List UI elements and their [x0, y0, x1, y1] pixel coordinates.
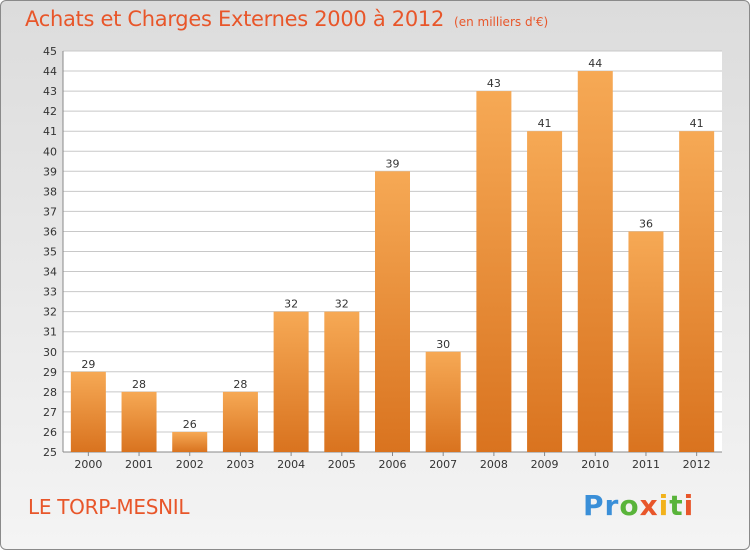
bar-2012	[679, 131, 715, 452]
y-tick-label: 45	[43, 45, 57, 58]
x-tick-label: 2001	[125, 458, 153, 471]
y-tick-label: 26	[43, 426, 57, 439]
y-tick-label: 41	[43, 125, 57, 138]
title-text: Achats et Charges Externes 2000 à 2012	[25, 7, 445, 31]
bar-2010	[577, 71, 613, 453]
data-label: 36	[639, 217, 653, 230]
y-tick-label: 34	[43, 266, 57, 279]
bar-2005	[324, 311, 360, 452]
x-tick-label: 2011	[632, 458, 660, 471]
bar-2011	[628, 231, 664, 452]
data-label: 28	[233, 378, 247, 391]
data-label: 30	[436, 338, 450, 351]
bar-2001	[121, 391, 157, 452]
bar-2009	[527, 131, 563, 452]
y-tick-label: 32	[43, 306, 57, 319]
data-label: 26	[183, 418, 197, 431]
commune-name: LE TORP-MESNIL	[28, 495, 190, 519]
x-tick-label: 2003	[226, 458, 254, 471]
bar-2004	[273, 311, 309, 452]
y-tick-label: 43	[43, 85, 57, 98]
bar-2007	[425, 351, 461, 452]
logo-letter: P	[583, 489, 605, 522]
y-tick-label: 33	[43, 286, 57, 299]
x-tick-label: 2005	[328, 458, 356, 471]
x-tick-label: 2008	[480, 458, 508, 471]
data-label: 43	[487, 77, 501, 90]
y-tick-label: 42	[43, 105, 57, 118]
data-label: 32	[335, 298, 349, 311]
bar-2008	[476, 91, 512, 452]
chart-unit: (en milliers d'€)	[454, 15, 549, 29]
data-label: 29	[81, 358, 95, 371]
y-tick-label: 44	[43, 65, 57, 78]
y-tick-label: 38	[43, 185, 57, 198]
logo-letter: o	[619, 489, 640, 522]
x-tick-label: 2000	[74, 458, 102, 471]
proxiti-logo: Proxiti	[583, 489, 694, 522]
data-label: 41	[538, 117, 552, 130]
data-label: 44	[588, 57, 602, 70]
x-tick-label: 2004	[277, 458, 305, 471]
data-label: 39	[386, 157, 400, 170]
x-tick-label: 2010	[581, 458, 609, 471]
data-label: 32	[284, 298, 298, 311]
x-tick-label: 2006	[379, 458, 407, 471]
y-tick-label: 27	[43, 406, 57, 419]
data-label: 28	[132, 378, 146, 391]
chart-title: Achats et Charges Externes 2000 à 2012 (e…	[25, 7, 548, 31]
y-tick-label: 28	[43, 386, 57, 399]
logo-letter: i	[683, 489, 695, 522]
bar-2003	[222, 391, 258, 452]
y-tick-label: 35	[43, 246, 57, 259]
y-tick-label: 25	[43, 446, 57, 459]
x-tick-label: 2002	[176, 458, 204, 471]
y-tick-label: 36	[43, 225, 57, 238]
logo-letter: x	[639, 489, 659, 522]
bar-2000	[70, 371, 106, 452]
data-label: 41	[690, 117, 704, 130]
logo-letter: r	[604, 489, 620, 522]
x-tick-label: 2007	[429, 458, 457, 471]
y-tick-label: 31	[43, 326, 57, 339]
y-tick-label: 40	[43, 145, 57, 158]
x-tick-label: 2012	[683, 458, 711, 471]
y-tick-label: 39	[43, 165, 57, 178]
x-tick-label: 2009	[531, 458, 559, 471]
y-tick-label: 29	[43, 366, 57, 379]
y-tick-label: 30	[43, 346, 57, 359]
y-tick-label: 37	[43, 205, 57, 218]
bar-2006	[375, 171, 410, 453]
logo-letter: i	[658, 489, 670, 522]
logo-letter: t	[669, 489, 684, 522]
bar-2002	[172, 431, 208, 452]
